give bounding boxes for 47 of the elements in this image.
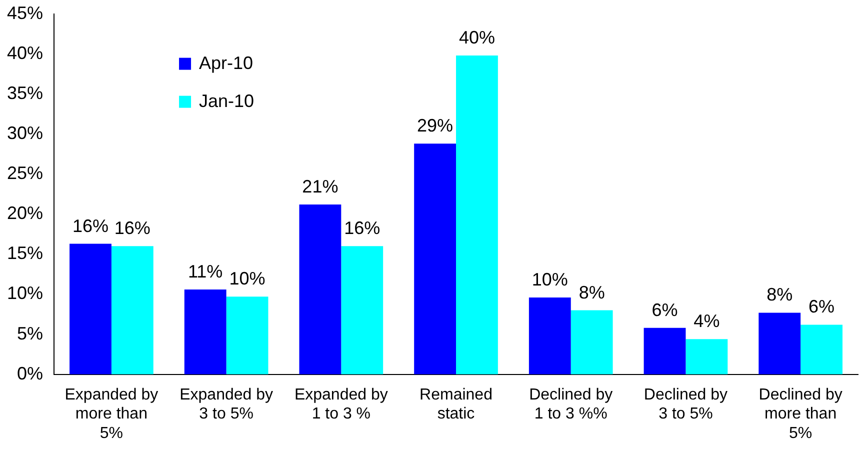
legend-label: Apr-10: [199, 52, 254, 73]
data-label: 16%: [72, 216, 109, 236]
data-label: 10%: [532, 269, 568, 290]
y-tick-label: 40%: [6, 42, 44, 63]
x-tick-label: Expanded by 1 to 3 %: [294, 386, 388, 423]
data-label: 8%: [578, 282, 605, 302]
data-label: 6%: [652, 300, 678, 320]
x-tick-label: Expanded by 3 to 5%: [180, 386, 274, 423]
y-tick-label: 35%: [6, 82, 44, 103]
bar: [456, 55, 498, 374]
bar: [570, 310, 613, 374]
bar: [686, 339, 728, 374]
y-tick-label: 20%: [6, 203, 44, 224]
data-label: 16%: [344, 218, 380, 238]
x-tick-label: Expanded by more than 5%: [64, 386, 158, 442]
data-label: 6%: [808, 296, 835, 317]
bar: [644, 328, 686, 374]
data-label: 40%: [458, 27, 495, 48]
bar: [70, 244, 112, 374]
legend-label: Jan-10: [199, 90, 254, 111]
y-tick-label: 0%: [17, 363, 44, 384]
bar: [111, 246, 154, 374]
data-label: 16%: [114, 218, 150, 238]
y-tick-label: 15%: [6, 243, 44, 264]
data-label: 21%: [302, 176, 338, 196]
bar: [341, 246, 384, 374]
y-tick-label: 5%: [17, 323, 44, 344]
data-label: 11%: [188, 261, 223, 282]
data-label: 10%: [229, 268, 266, 289]
bar: [800, 324, 842, 374]
bar: [226, 296, 268, 374]
bar: [528, 297, 571, 374]
bar: [414, 144, 456, 374]
data-label: 8%: [766, 284, 793, 305]
bar: [758, 312, 801, 374]
y-tick-label: 30%: [6, 122, 44, 143]
bar: [299, 204, 342, 374]
data-label: 4%: [694, 311, 720, 332]
y-tick-label: 25%: [6, 163, 44, 184]
x-tick-label: Remained static: [420, 386, 492, 423]
data-label: 29%: [417, 116, 454, 136]
x-tick-label: Declined by 1 to 3 %%: [529, 386, 613, 423]
x-tick-label: Declined by 3 to 5%: [644, 386, 728, 423]
y-tick-label: 10%: [6, 283, 44, 304]
bar: [184, 289, 226, 374]
y-tick-label: 45%: [6, 2, 44, 23]
x-tick-label: Declined by more than 5%: [758, 386, 842, 442]
